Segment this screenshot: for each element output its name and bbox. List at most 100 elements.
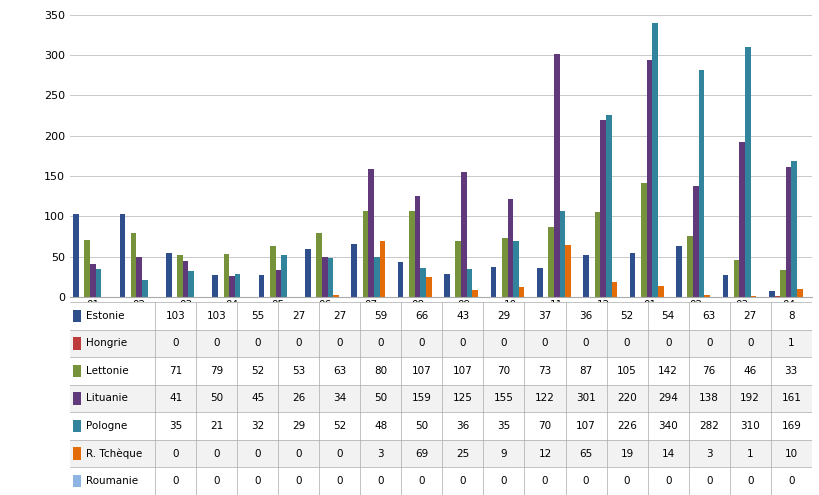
Text: 0: 0	[664, 476, 671, 486]
Text: 107: 107	[411, 366, 431, 376]
Text: 29: 29	[292, 421, 305, 431]
Text: 0: 0	[213, 448, 219, 459]
Text: 0: 0	[418, 338, 424, 348]
Text: 10: 10	[784, 448, 797, 459]
Bar	[368, 169, 373, 297]
Text: 169: 169	[781, 421, 800, 431]
Text: 105: 105	[617, 366, 636, 376]
Text: 0: 0	[623, 476, 630, 486]
Text: 0: 0	[172, 476, 179, 486]
Text: 50: 50	[373, 394, 387, 403]
Bar	[120, 214, 125, 297]
Bar	[212, 275, 218, 297]
Text: 220: 220	[617, 394, 636, 403]
Text: 70: 70	[538, 421, 551, 431]
Text: 0: 0	[746, 476, 753, 486]
Text: 25: 25	[455, 448, 469, 459]
Text: 0: 0	[459, 476, 465, 486]
Text: 0: 0	[213, 338, 219, 348]
Bar	[518, 287, 524, 297]
Bar	[136, 257, 142, 297]
Text: 226: 226	[617, 421, 636, 431]
Bar	[722, 275, 727, 297]
Text: 0: 0	[336, 338, 342, 348]
Bar	[70, 412, 811, 440]
Text: 46: 46	[743, 366, 756, 376]
Bar	[548, 227, 553, 297]
Text: 0: 0	[172, 338, 179, 348]
Text: 0: 0	[377, 338, 383, 348]
Bar	[188, 271, 194, 297]
Bar	[559, 211, 564, 297]
Text: 0: 0	[541, 338, 548, 348]
Bar	[676, 246, 681, 297]
Bar	[790, 161, 796, 297]
Bar	[73, 447, 81, 460]
Text: 0: 0	[500, 338, 507, 348]
Bar	[316, 233, 322, 297]
Text: Estonie: Estonie	[86, 311, 124, 321]
Text: 14: 14	[661, 448, 674, 459]
Text: 41: 41	[169, 394, 182, 403]
Text: 138: 138	[699, 394, 718, 403]
Text: 27: 27	[743, 311, 756, 321]
Bar	[73, 420, 81, 432]
Text: 27: 27	[333, 311, 346, 321]
Bar	[362, 211, 368, 297]
Bar	[564, 245, 570, 297]
Text: Roumanie: Roumanie	[86, 476, 138, 486]
Text: 45: 45	[251, 394, 264, 403]
Bar	[785, 167, 790, 297]
Bar	[351, 244, 356, 297]
Text: 0: 0	[582, 338, 589, 348]
Bar	[536, 268, 542, 297]
Text: 65: 65	[579, 448, 592, 459]
Bar	[142, 280, 147, 297]
Text: 107: 107	[576, 421, 595, 431]
Bar	[73, 309, 81, 322]
Text: 155: 155	[493, 394, 514, 403]
Bar	[629, 253, 635, 297]
Text: 70: 70	[497, 366, 510, 376]
Text: 35: 35	[496, 421, 510, 431]
Text: 63: 63	[333, 366, 346, 376]
Text: 21: 21	[210, 421, 223, 431]
Text: 0: 0	[295, 448, 301, 459]
Bar	[651, 23, 657, 297]
Bar	[73, 475, 81, 488]
Text: Lettonie: Lettonie	[86, 366, 129, 376]
Text: 35: 35	[169, 421, 182, 431]
Bar	[165, 252, 171, 297]
Text: 33: 33	[784, 366, 797, 376]
Bar	[73, 392, 81, 405]
Bar	[379, 242, 385, 297]
Bar	[466, 269, 472, 297]
Text: 71: 71	[169, 366, 182, 376]
Text: 0: 0	[336, 448, 342, 459]
Text: 52: 52	[620, 311, 633, 321]
Bar	[455, 241, 460, 297]
Text: 0: 0	[295, 338, 301, 348]
Text: 59: 59	[373, 311, 387, 321]
Bar	[305, 249, 310, 297]
Bar	[507, 198, 513, 297]
Bar	[322, 257, 328, 297]
Text: 0: 0	[213, 476, 219, 486]
Text: 8: 8	[787, 311, 794, 321]
Text: 0: 0	[623, 338, 630, 348]
Text: 66: 66	[414, 311, 428, 321]
Bar	[70, 385, 811, 412]
Text: 0: 0	[254, 448, 260, 459]
Bar	[70, 440, 811, 467]
Text: 0: 0	[172, 448, 179, 459]
Text: Hongrie: Hongrie	[86, 338, 127, 348]
Bar	[460, 172, 466, 297]
Bar	[774, 296, 779, 297]
Text: 0: 0	[541, 476, 548, 486]
Text: 48: 48	[373, 421, 387, 431]
Bar	[594, 212, 600, 297]
Bar	[605, 115, 611, 297]
Text: 80: 80	[373, 366, 387, 376]
Bar	[281, 255, 287, 297]
Text: 12: 12	[538, 448, 551, 459]
